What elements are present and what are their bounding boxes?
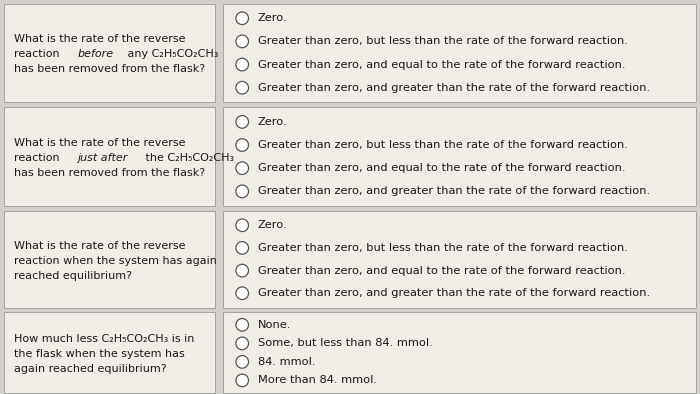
Text: has been removed from the flask?: has been removed from the flask? xyxy=(14,168,205,178)
Ellipse shape xyxy=(236,185,248,198)
Ellipse shape xyxy=(236,356,248,368)
Text: Greater than zero, and greater than the rate of the forward reaction.: Greater than zero, and greater than the … xyxy=(258,186,650,196)
Text: again reached equilibrium?: again reached equilibrium? xyxy=(14,364,167,374)
Bar xyxy=(4,312,215,393)
Text: Greater than zero, but less than the rate of the forward reaction.: Greater than zero, but less than the rat… xyxy=(258,243,627,253)
Text: just after: just after xyxy=(78,153,128,163)
Bar xyxy=(223,4,696,102)
Ellipse shape xyxy=(236,12,248,24)
Ellipse shape xyxy=(236,287,248,299)
Text: the C₂H₅CO₂CH₃: the C₂H₅CO₂CH₃ xyxy=(142,153,235,163)
Ellipse shape xyxy=(236,139,248,151)
Ellipse shape xyxy=(236,264,248,277)
Text: None.: None. xyxy=(258,320,291,330)
Text: Zero.: Zero. xyxy=(258,13,287,23)
Bar xyxy=(4,211,215,308)
Ellipse shape xyxy=(236,82,248,94)
Text: Greater than zero, and equal to the rate of the forward reaction.: Greater than zero, and equal to the rate… xyxy=(258,59,625,70)
Text: Greater than zero, and equal to the rate of the forward reaction.: Greater than zero, and equal to the rate… xyxy=(258,163,625,173)
Text: What is the rate of the reverse: What is the rate of the reverse xyxy=(14,35,186,45)
Ellipse shape xyxy=(236,162,248,175)
Text: Greater than zero, and greater than the rate of the forward reaction.: Greater than zero, and greater than the … xyxy=(258,83,650,93)
Text: Greater than zero, but less than the rate of the forward reaction.: Greater than zero, but less than the rat… xyxy=(258,140,627,150)
Text: Greater than zero, and greater than the rate of the forward reaction.: Greater than zero, and greater than the … xyxy=(258,288,650,298)
Text: has been removed from the flask?: has been removed from the flask? xyxy=(14,65,205,74)
Bar xyxy=(223,107,696,206)
Ellipse shape xyxy=(236,337,248,349)
Bar xyxy=(223,312,696,393)
Ellipse shape xyxy=(236,319,248,331)
Text: reaction when the system has again: reaction when the system has again xyxy=(14,256,217,266)
Text: How much less C₂H₅CO₂CH₃ is in: How much less C₂H₅CO₂CH₃ is in xyxy=(14,334,195,344)
Ellipse shape xyxy=(236,219,248,232)
Text: Zero.: Zero. xyxy=(258,220,287,230)
Text: any C₂H₅CO₂CH₃: any C₂H₅CO₂CH₃ xyxy=(124,50,218,59)
Text: reached equilibrium?: reached equilibrium? xyxy=(14,271,132,281)
Text: Greater than zero, and equal to the rate of the forward reaction.: Greater than zero, and equal to the rate… xyxy=(258,266,625,275)
Text: Greater than zero, but less than the rate of the forward reaction.: Greater than zero, but less than the rat… xyxy=(258,36,627,46)
Text: the flask when the system has: the flask when the system has xyxy=(14,349,185,359)
Text: Zero.: Zero. xyxy=(258,117,287,127)
Text: reaction: reaction xyxy=(14,153,63,163)
Ellipse shape xyxy=(236,35,248,48)
Text: What is the rate of the reverse: What is the rate of the reverse xyxy=(14,138,186,148)
Ellipse shape xyxy=(236,242,248,254)
Text: What is the rate of the reverse: What is the rate of the reverse xyxy=(14,241,186,251)
Bar xyxy=(4,107,215,206)
Bar xyxy=(4,4,215,102)
Text: More than 84. mmol.: More than 84. mmol. xyxy=(258,375,377,385)
Text: before: before xyxy=(78,50,113,59)
Text: Some, but less than 84. mmol.: Some, but less than 84. mmol. xyxy=(258,338,433,348)
Ellipse shape xyxy=(236,374,248,387)
Text: reaction: reaction xyxy=(14,50,63,59)
Ellipse shape xyxy=(236,115,248,128)
Ellipse shape xyxy=(236,58,248,71)
Bar xyxy=(223,211,696,308)
Text: 84. mmol.: 84. mmol. xyxy=(258,357,315,367)
